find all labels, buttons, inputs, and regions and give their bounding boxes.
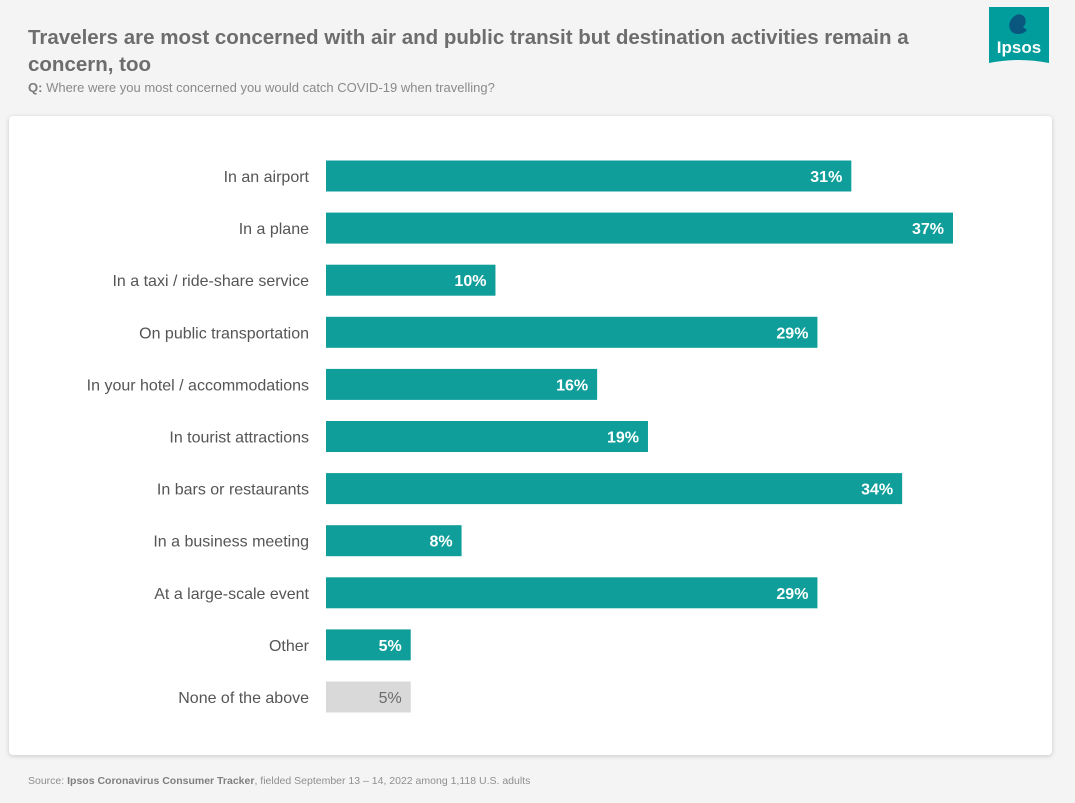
data-label: 29% bbox=[776, 325, 808, 342]
bar bbox=[326, 368, 598, 400]
bar bbox=[326, 212, 953, 244]
ipsos-logo-icon bbox=[989, 7, 1049, 63]
category-label: None of the above bbox=[178, 690, 309, 707]
bar bbox=[326, 473, 903, 505]
category-label: In a business meeting bbox=[153, 534, 309, 551]
question-text: Where were you most concerned you would … bbox=[46, 80, 495, 95]
data-label: 34% bbox=[861, 482, 893, 499]
chart-card: In an airport 31% In a plane 37% In a taxi /… bbox=[9, 116, 1052, 755]
data-label: 10% bbox=[454, 273, 486, 290]
question-prefix: Q: bbox=[28, 80, 43, 95]
chart-title: Travelers are most concerned with air an… bbox=[28, 26, 909, 76]
bar bbox=[326, 316, 818, 348]
bar bbox=[326, 629, 411, 661]
bar bbox=[326, 525, 462, 557]
category-label: In bars or restaurants bbox=[157, 482, 309, 499]
bar bbox=[326, 577, 818, 609]
category-label: In a taxi / ride-share service bbox=[112, 273, 309, 290]
category-label: In your hotel / accommodations bbox=[87, 377, 309, 394]
category-label: Other bbox=[269, 638, 310, 655]
logo-text: Ipsos bbox=[997, 38, 1041, 57]
data-label: 29% bbox=[776, 586, 808, 603]
data-label: 8% bbox=[429, 534, 452, 551]
bar bbox=[326, 264, 496, 296]
survey-question: Q: Where were you most concerned you wou… bbox=[28, 80, 495, 95]
source-name: Ipsos Coronavirus Consumer Tracker bbox=[67, 775, 255, 787]
category-label: In an airport bbox=[224, 169, 310, 186]
data-label: 5% bbox=[379, 690, 402, 707]
bar bbox=[326, 160, 852, 192]
source-detail: , fielded September 13 – 14, 2022 among … bbox=[254, 775, 531, 787]
data-label: 5% bbox=[379, 638, 402, 655]
bar bbox=[326, 681, 411, 713]
source-prefix: Source: bbox=[28, 775, 65, 787]
category-label: On public transportation bbox=[139, 325, 309, 342]
bar bbox=[326, 421, 648, 452]
category-label: At a large-scale event bbox=[154, 586, 309, 603]
data-label: 19% bbox=[607, 430, 639, 447]
category-label: In tourist attractions bbox=[169, 430, 309, 447]
data-label: 37% bbox=[912, 221, 944, 238]
data-label: 16% bbox=[556, 377, 588, 394]
category-label: In a plane bbox=[239, 221, 309, 238]
bar-chart: In an airport 31% In a plane 37% In a taxi /… bbox=[87, 160, 953, 713]
ipsos-logo: Ipsos bbox=[989, 7, 1049, 63]
source-note: Source: Ipsos Coronavirus Consumer Track… bbox=[28, 775, 530, 787]
data-label: 31% bbox=[810, 169, 842, 186]
